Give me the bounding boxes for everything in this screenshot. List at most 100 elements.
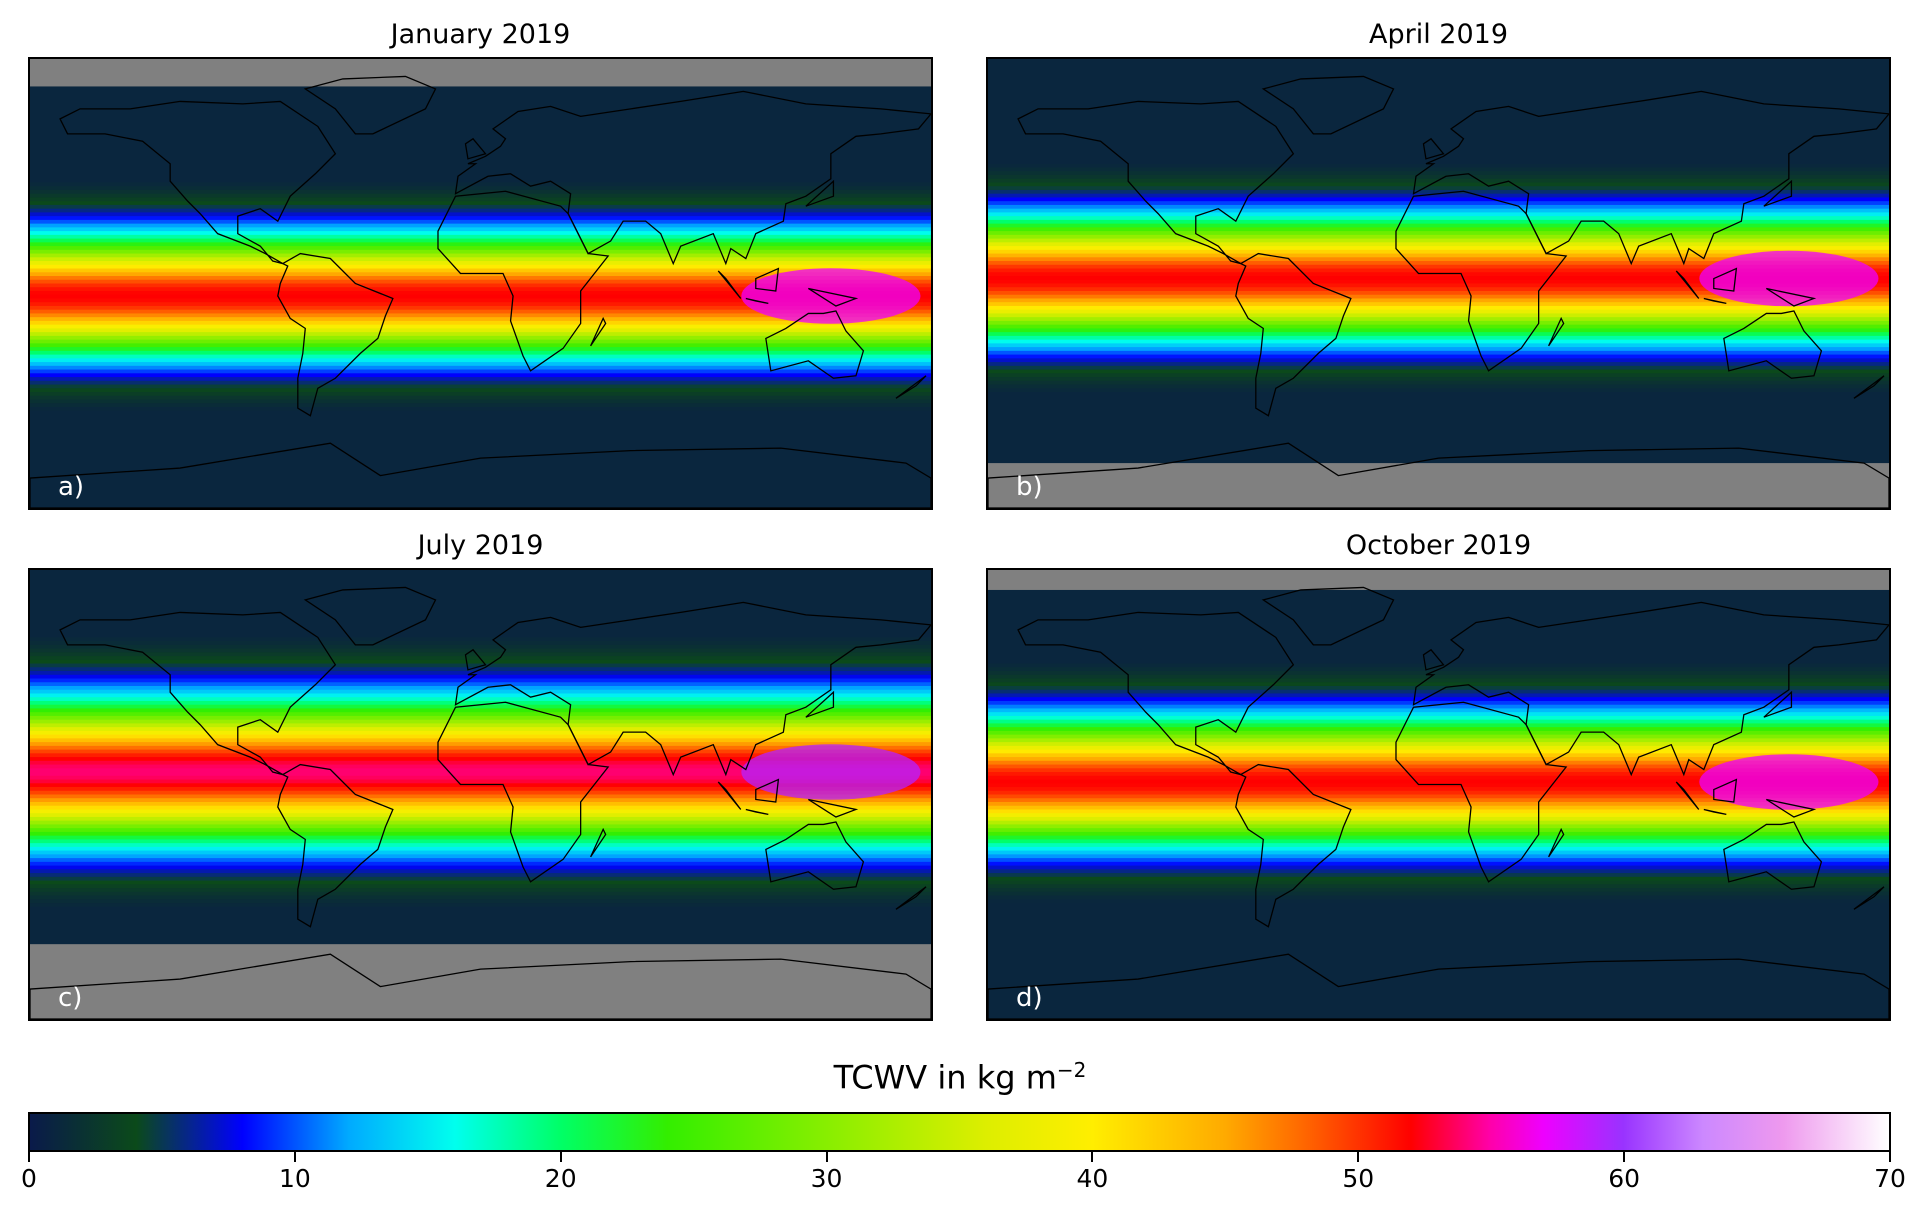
tcwv-band xyxy=(30,268,931,273)
tcwv-band xyxy=(988,88,1889,94)
tcwv-band xyxy=(988,884,1889,889)
tcwv-band xyxy=(30,801,931,807)
tcwv-band xyxy=(988,174,1889,180)
tcwv-band xyxy=(30,264,931,270)
tcwv-band xyxy=(988,171,1889,176)
tcwv-band xyxy=(988,633,1889,638)
tcwv-band xyxy=(30,219,931,225)
coastline xyxy=(1675,781,1700,810)
tcwv-band xyxy=(988,850,1889,855)
tcwv-band xyxy=(30,305,931,311)
tcwv-band xyxy=(988,451,1889,457)
tcwv-band xyxy=(988,448,1889,453)
tcwv-band xyxy=(30,287,931,292)
tcwv-band xyxy=(988,290,1889,296)
warm-pool xyxy=(741,744,921,800)
tcwv-band xyxy=(30,626,931,631)
coastline xyxy=(765,310,865,379)
coastline xyxy=(807,287,859,307)
tcwv-band xyxy=(30,362,931,367)
tcwv-band xyxy=(30,421,931,427)
coastline xyxy=(755,267,780,292)
tcwv-band xyxy=(30,603,931,609)
tcwv-band xyxy=(30,373,931,378)
tcwv-band xyxy=(30,932,931,938)
tcwv-band xyxy=(30,858,931,863)
tcwv-band xyxy=(988,899,1889,904)
tcwv-band xyxy=(988,644,1889,650)
tcwv-band xyxy=(988,193,1889,199)
tcwv-band xyxy=(30,828,931,833)
tcwv-band xyxy=(30,577,931,582)
tcwv-band xyxy=(988,399,1889,404)
colorbar-tick-label: 40 xyxy=(1076,1164,1109,1193)
tcwv-band xyxy=(30,298,931,303)
tcwv-band xyxy=(988,985,1889,990)
coastline xyxy=(1703,297,1727,305)
tcwv-band xyxy=(30,85,931,90)
tcwv-band xyxy=(988,223,1889,228)
tcwv-band xyxy=(30,212,931,217)
tcwv-band xyxy=(30,727,931,732)
tcwv-band xyxy=(988,659,1889,665)
tcwv-band xyxy=(30,629,931,635)
tcwv-band xyxy=(30,444,931,449)
tcwv-band xyxy=(30,659,931,665)
tcwv-band xyxy=(988,324,1889,329)
tcwv-band xyxy=(988,100,1889,105)
tcwv-band xyxy=(30,607,931,612)
tcwv-band xyxy=(988,204,1889,210)
tcwv-band xyxy=(30,320,931,326)
tcwv-band xyxy=(30,204,931,210)
coastline xyxy=(303,586,437,646)
tcwv-band xyxy=(988,133,1889,139)
tcwv-band xyxy=(30,466,931,472)
tcwv-band xyxy=(988,380,1889,386)
colorbar-title: TCWV in kg m−2 xyxy=(0,1058,1920,1097)
tcwv-band xyxy=(988,73,1889,79)
colorbar-title-text: TCWV in kg m xyxy=(833,1058,1057,1097)
tcwv-band xyxy=(988,160,1889,165)
tcwv-map xyxy=(28,57,933,510)
coastline xyxy=(1723,310,1823,379)
coastline xyxy=(988,953,1889,1019)
tcwv-band xyxy=(30,910,931,915)
tcwv-band xyxy=(988,103,1889,109)
tcwv-band xyxy=(30,399,931,404)
tcwv-band xyxy=(30,888,931,893)
tcwv-band xyxy=(30,257,931,262)
tcwv-band xyxy=(30,504,931,508)
tcwv-band xyxy=(30,328,931,333)
tcwv-band xyxy=(988,775,1889,781)
tcwv-band xyxy=(988,914,1889,919)
tcwv-band xyxy=(30,242,931,247)
tcwv-band xyxy=(30,648,931,653)
tcwv-band xyxy=(30,350,931,356)
tcwv-band xyxy=(988,962,1889,968)
tcwv-band xyxy=(30,614,931,620)
panel-title: October 2019 xyxy=(1345,530,1532,561)
tcwv-band xyxy=(988,974,1889,979)
tcwv-band xyxy=(30,137,931,142)
tcwv-band xyxy=(30,599,931,605)
tcwv-band xyxy=(30,103,931,109)
tcwv-band xyxy=(30,365,931,371)
tcwv-band xyxy=(30,820,931,826)
tcwv-band xyxy=(30,160,931,165)
panel-label: c) xyxy=(58,983,83,1013)
tcwv-band xyxy=(988,373,1889,378)
tcwv-band xyxy=(30,682,931,687)
tcwv-band xyxy=(30,197,931,202)
tcwv-band xyxy=(30,126,931,131)
tcwv-band xyxy=(988,652,1889,657)
colorbar-tick-label: 70 xyxy=(1874,1164,1906,1193)
tcwv-band xyxy=(30,418,931,423)
tcwv-band xyxy=(30,174,931,180)
tcwv-band xyxy=(988,921,1889,927)
tcwv-band xyxy=(30,96,931,101)
colorbar-tick xyxy=(1623,1152,1626,1162)
tcwv-band xyxy=(30,107,931,112)
tcwv-band xyxy=(30,309,931,315)
tcwv-band xyxy=(988,395,1889,401)
tcwv-band xyxy=(30,216,931,221)
